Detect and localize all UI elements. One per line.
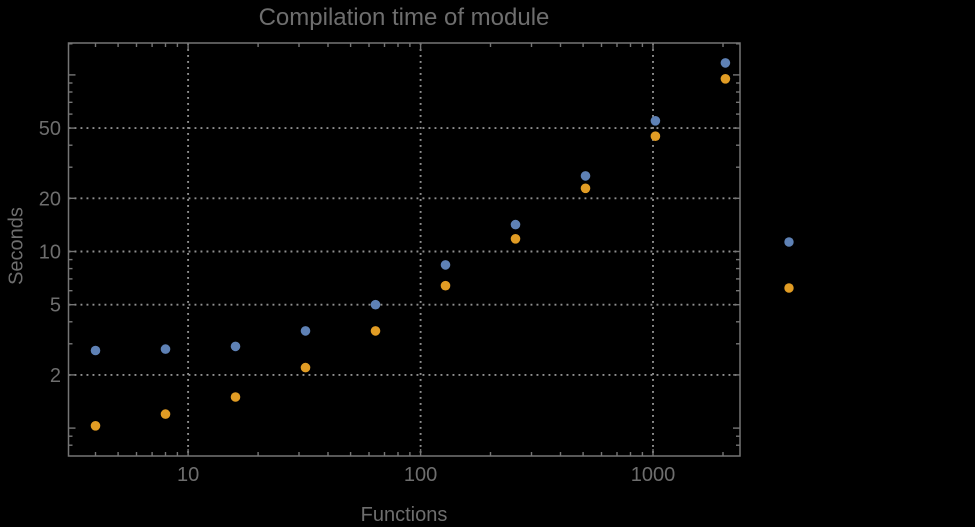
- data-point-series-1: [650, 116, 661, 126]
- data-point-series-2: [370, 326, 381, 336]
- data-point-series-2: [720, 74, 731, 84]
- data-point-series-1: [440, 260, 451, 270]
- data-point-series-2: [510, 234, 521, 244]
- data-point-series-2: [90, 421, 101, 431]
- data-point-series-1: [230, 341, 241, 352]
- x-tick-label-100: 100: [404, 464, 437, 486]
- y-tick-label-5: 5: [50, 295, 61, 317]
- y-tick-label-50: 50: [39, 118, 61, 140]
- data-point-series-1: [580, 171, 591, 181]
- data-point-series-2: [440, 280, 451, 291]
- x-axis-label: Functions: [360, 504, 448, 526]
- y-tick-label-2: 2: [50, 365, 61, 387]
- x-tick-label-1000: 1000: [631, 464, 676, 486]
- plot-frame: [67, 42, 741, 457]
- data-point-series-2: [650, 131, 661, 141]
- y-tick-label-20: 20: [39, 188, 61, 210]
- data-point-series-1: [370, 299, 381, 310]
- y-tick-label-10: 10: [39, 242, 61, 264]
- data-point-series-2: [580, 183, 591, 194]
- data-point-series-1: [160, 344, 171, 354]
- data-point-series-1: [90, 345, 101, 356]
- legend-marker-series-1: [784, 237, 794, 247]
- data-point-series-1: [300, 326, 311, 336]
- data-point-series-2: [160, 409, 171, 419]
- chart-title: Compilation time of module: [258, 4, 550, 31]
- data-point-series-2: [300, 362, 311, 373]
- data-point-series-2: [230, 392, 241, 402]
- x-tick-label-10: 10: [177, 464, 199, 486]
- y-axis-label: Seconds: [5, 207, 28, 285]
- legend-marker-series-2: [784, 283, 794, 293]
- data-point-series-1: [510, 219, 521, 230]
- data-point-series-1: [720, 58, 731, 68]
